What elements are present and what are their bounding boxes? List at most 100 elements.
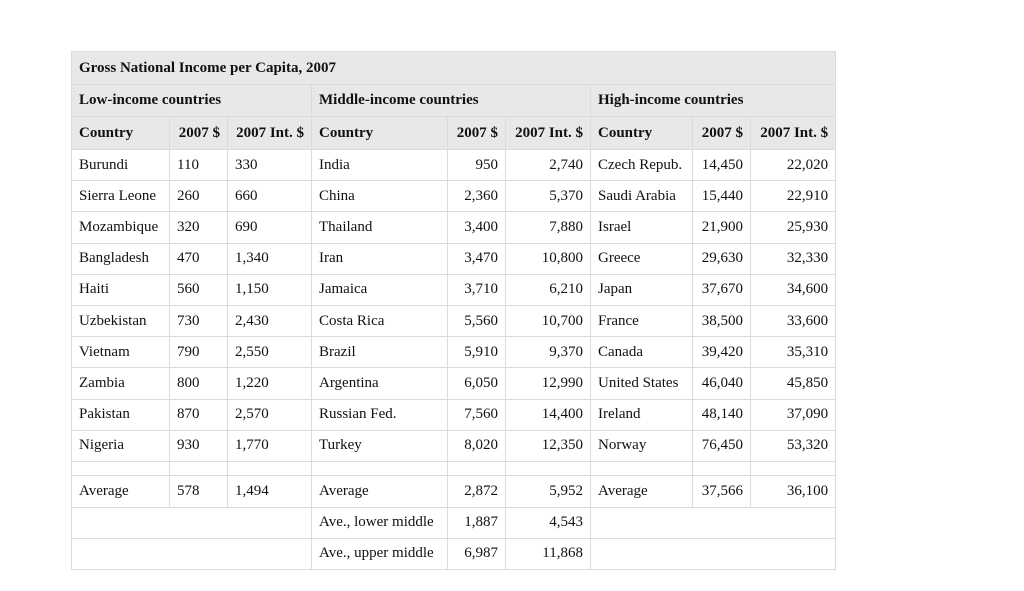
empty-cell bbox=[71, 537, 312, 570]
table-cell: Iran bbox=[311, 242, 448, 275]
table-cell: Country bbox=[311, 116, 448, 150]
table-row: Sierra Leone 260 660 China 2,360 5,370 Saudi A… bbox=[71, 180, 837, 213]
table-cell: Jamaica bbox=[311, 273, 448, 306]
table-cell: Saudi Arabia bbox=[590, 180, 693, 213]
table-cell: Vietnam bbox=[71, 336, 170, 369]
table-cell: 470 bbox=[169, 242, 228, 275]
table-cell: Turkey bbox=[311, 429, 448, 462]
empty-cell bbox=[71, 460, 170, 476]
empty-cell bbox=[589, 537, 837, 570]
table-cell: Brazil bbox=[311, 336, 448, 369]
table-cell: Low-income countries bbox=[71, 84, 312, 117]
table-cell: 12,990 bbox=[505, 367, 591, 400]
empty-cell bbox=[505, 460, 591, 476]
table-cell: 32,330 bbox=[749, 242, 837, 275]
table-row: Ave., lower middle 1,887 4,543 bbox=[71, 506, 837, 539]
table-row: Low-income countries Middle-income countr… bbox=[71, 84, 837, 117]
table-cell: 1,340 bbox=[227, 242, 312, 275]
table-cell: 5,560 bbox=[447, 304, 506, 338]
table-cell: Japan bbox=[590, 273, 693, 306]
table-cell: United States bbox=[590, 367, 693, 400]
table-cell: 690 bbox=[227, 211, 312, 244]
table-row: Pakistan 870 2,570 Russian Fed. 7,560 14,400 I… bbox=[71, 398, 837, 431]
table-body: Gross National Income per Capita, 2007 Lo… bbox=[70, 51, 837, 570]
table-cell: Ave., lower middle bbox=[311, 506, 448, 539]
table-cell: Greece bbox=[590, 242, 693, 275]
table-row: Gross National Income per Capita, 2007 bbox=[70, 51, 837, 85]
table-cell: Middle-income countries bbox=[311, 84, 591, 117]
empty-cell bbox=[311, 460, 448, 476]
empty-cell bbox=[71, 506, 312, 539]
table-cell: Mozambique bbox=[71, 211, 170, 244]
table-cell: 2,740 bbox=[505, 148, 591, 182]
table-cell: 14,450 bbox=[692, 148, 751, 182]
table-cell: 11,868 bbox=[505, 537, 591, 570]
table-row bbox=[71, 460, 837, 476]
table-cell: Country bbox=[71, 116, 170, 150]
table-cell: High-income countries bbox=[589, 84, 837, 117]
table-cell: Pakistan bbox=[71, 398, 170, 431]
table-cell: 560 bbox=[169, 273, 228, 306]
table-cell: 660 bbox=[227, 180, 312, 213]
table-cell: 10,800 bbox=[505, 242, 591, 275]
table-cell: 3,400 bbox=[447, 211, 506, 244]
table-cell: 6,987 bbox=[447, 537, 506, 570]
table-cell: 578 bbox=[169, 474, 228, 508]
table-cell: Nigeria bbox=[71, 429, 170, 462]
table-cell: 38,500 bbox=[692, 304, 751, 338]
empty-cell bbox=[589, 506, 837, 539]
table-cell: 2,570 bbox=[227, 398, 312, 431]
table-cell: Ireland bbox=[590, 398, 693, 431]
table-cell: 8,020 bbox=[447, 429, 506, 462]
table-cell: 29,630 bbox=[692, 242, 751, 275]
table-cell: Norway bbox=[590, 429, 693, 462]
table-cell: 2,430 bbox=[227, 304, 312, 338]
table-cell: 46,040 bbox=[692, 367, 751, 400]
table-cell: 22,910 bbox=[749, 180, 837, 213]
table-cell: 45,850 bbox=[749, 367, 837, 400]
table-cell: Haiti bbox=[71, 273, 170, 306]
table-cell: 870 bbox=[169, 398, 228, 431]
table-cell: 21,900 bbox=[692, 211, 751, 244]
table-cell: 260 bbox=[169, 180, 228, 213]
table-cell: Average bbox=[311, 474, 448, 508]
table-cell: 2007 Int. $ bbox=[749, 116, 837, 150]
table-cell: 36,100 bbox=[749, 474, 837, 508]
table-cell: Argentina bbox=[311, 367, 448, 400]
table-row: Average 578 1,494 Average 2,872 5,952 Average 3… bbox=[71, 474, 837, 508]
table-cell: 10,700 bbox=[505, 304, 591, 338]
table-row: Uzbekistan 730 2,430 Costa Rica 5,560 10,700 F… bbox=[71, 304, 837, 338]
table-cell: Uzbekistan bbox=[71, 304, 170, 338]
table-cell: Average bbox=[71, 474, 170, 508]
table-cell: 15,440 bbox=[692, 180, 751, 213]
table-cell: 320 bbox=[169, 211, 228, 244]
table-cell: 730 bbox=[169, 304, 228, 338]
table-cell: France bbox=[590, 304, 693, 338]
table-row: Bangladesh 470 1,340 Iran 3,470 10,800 Greece 2… bbox=[71, 242, 837, 275]
table-row: Mozambique 320 690 Thailand 3,400 7,880 Israel… bbox=[71, 211, 837, 244]
table-cell: 37,670 bbox=[692, 273, 751, 306]
table-row: Ave., upper middle 6,987 11,868 bbox=[71, 537, 837, 570]
table-cell: 1,770 bbox=[227, 429, 312, 462]
table-cell: 330 bbox=[227, 148, 312, 182]
table-cell: 800 bbox=[169, 367, 228, 400]
table-cell: 5,370 bbox=[505, 180, 591, 213]
table-cell: 2,550 bbox=[227, 336, 312, 369]
table-cell: Country bbox=[590, 116, 693, 150]
table-cell: India bbox=[311, 148, 448, 182]
table-cell: 12,350 bbox=[505, 429, 591, 462]
table-cell: Israel bbox=[590, 211, 693, 244]
table-cell: 790 bbox=[169, 336, 228, 369]
table-cell: Thailand bbox=[311, 211, 448, 244]
table-cell: 950 bbox=[447, 148, 506, 182]
table-cell: Costa Rica bbox=[311, 304, 448, 338]
table-cell: 1,887 bbox=[447, 506, 506, 539]
table-row: Vietnam 790 2,550 Brazil 5,910 9,370 Canada 39,… bbox=[71, 336, 837, 369]
table-cell: 2007 $ bbox=[692, 116, 751, 150]
table-cell: 35,310 bbox=[749, 336, 837, 369]
table-cell: 34,600 bbox=[749, 273, 837, 306]
table-cell: 1,150 bbox=[227, 273, 312, 306]
table-cell: 9,370 bbox=[505, 336, 591, 369]
table-cell: 7,560 bbox=[447, 398, 506, 431]
empty-cell bbox=[227, 460, 312, 476]
